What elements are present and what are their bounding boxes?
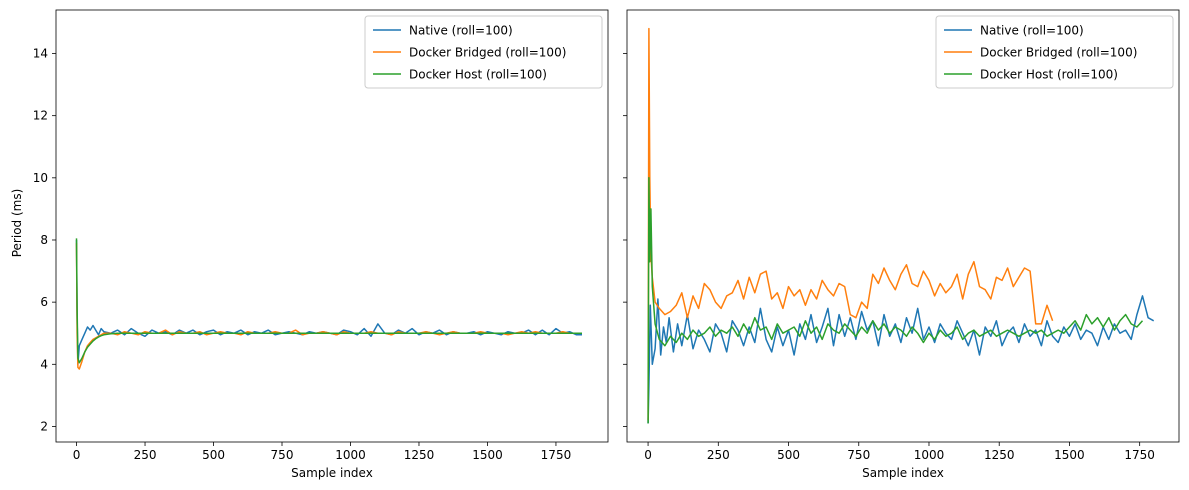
legend: Native (roll=100) Docker Bridged (roll=10… bbox=[935, 15, 1174, 89]
series-line-0 bbox=[647, 295, 1155, 424]
y-tick-label: 14 bbox=[33, 47, 48, 61]
x-tick-label: 1250 bbox=[984, 448, 1015, 462]
x-tick-label: 250 bbox=[134, 448, 157, 462]
x-tick-label: 1750 bbox=[541, 448, 572, 462]
x-tick-label: 0 bbox=[644, 448, 652, 462]
y-axis-label: Period (ms) bbox=[10, 189, 24, 258]
legend-box bbox=[935, 15, 1174, 89]
legend-label: Docker Bridged (roll=100) bbox=[409, 46, 566, 60]
chart-right: 0 250 500 750 1000 1250 1500 1750 Sample index Na… bbox=[623, 9, 1180, 480]
y-tick-label: 8 bbox=[40, 233, 48, 247]
x-tick-label: 1000 bbox=[914, 448, 945, 462]
x-tick-label: 1250 bbox=[404, 448, 435, 462]
x-tick-label: 1500 bbox=[1054, 448, 1085, 462]
series-line-0 bbox=[75, 239, 582, 366]
y-tick-label: 2 bbox=[40, 419, 48, 433]
legend-label: Docker Bridged (roll=100) bbox=[980, 46, 1137, 60]
x-axis-label: Sample index bbox=[862, 466, 944, 480]
y-tick-label: 6 bbox=[40, 295, 48, 309]
x-axis-label: Sample index bbox=[291, 466, 373, 480]
x-tick-label: 750 bbox=[271, 448, 294, 462]
x-tick-label: 1750 bbox=[1124, 448, 1155, 462]
legend: Native (roll=100) Docker Bridged (roll=10… bbox=[364, 15, 603, 89]
series-line-2 bbox=[75, 238, 582, 364]
x-tick-label: 500 bbox=[202, 448, 225, 462]
legend-label: Native (roll=100) bbox=[409, 24, 513, 38]
y-tick-label: 4 bbox=[40, 357, 48, 371]
x-tick-label: 500 bbox=[777, 448, 800, 462]
y-tick-label: 10 bbox=[33, 171, 48, 185]
x-tick-label: 750 bbox=[847, 448, 870, 462]
series-line-1 bbox=[647, 27, 1054, 421]
chart-left: 0 250 500 750 1000 1250 1500 1750 2 4 6 8 10 12 14 Samp… bbox=[33, 9, 609, 480]
x-tick-label: 0 bbox=[73, 448, 81, 462]
y-tick-label: 12 bbox=[33, 109, 48, 123]
x-tick-label: 250 bbox=[707, 448, 730, 462]
plot-frame bbox=[55, 9, 609, 443]
legend-label: Docker Host (roll=100) bbox=[980, 68, 1118, 82]
x-tick-label: 1500 bbox=[472, 448, 503, 462]
legend-label: Docker Host (roll=100) bbox=[409, 68, 547, 82]
legend-label: Native (roll=100) bbox=[980, 24, 1084, 38]
series-line-2 bbox=[647, 177, 1144, 424]
series-line-1 bbox=[75, 243, 582, 370]
plot-frame bbox=[626, 9, 1180, 443]
x-tick-label: 1000 bbox=[335, 448, 366, 462]
legend-box bbox=[364, 15, 603, 89]
